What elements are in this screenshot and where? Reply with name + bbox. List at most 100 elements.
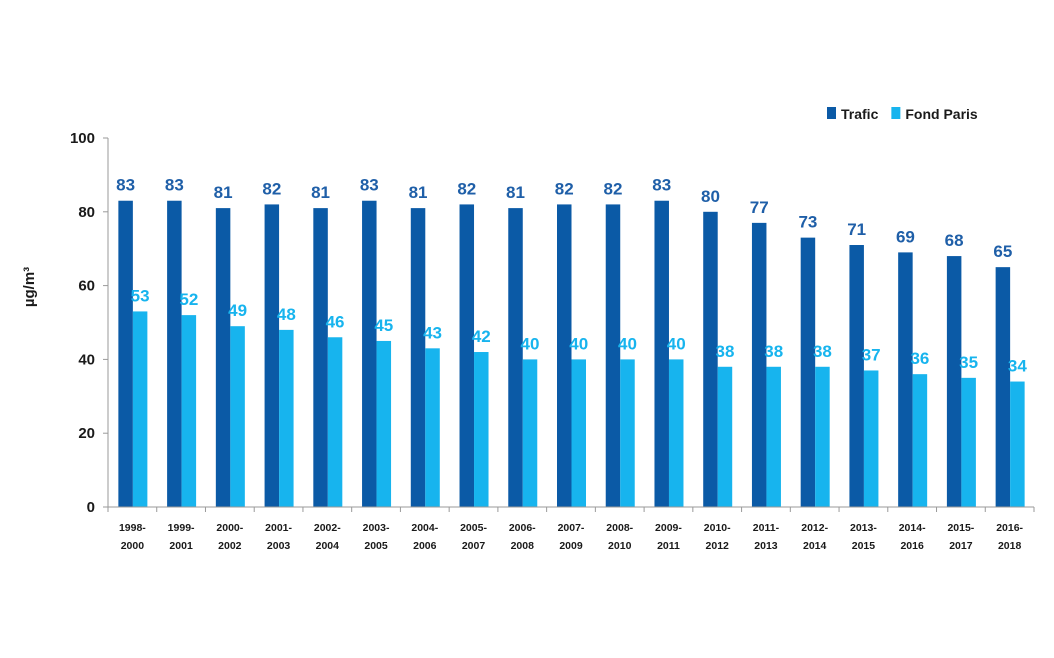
data-label-trafic: 81 bbox=[311, 183, 330, 202]
x-axis: 1998- 2000 1999- 2001 2000- 2002 2001- 2003 2002… bbox=[107, 507, 1035, 552]
data-label-fond-paris: 38 bbox=[813, 342, 832, 361]
x-tick-label-start: 2003- bbox=[363, 522, 390, 534]
x-tick-label-start: 2007- bbox=[558, 522, 585, 534]
bar-trafic bbox=[459, 204, 475, 508]
x-tick-label-end: 2008 bbox=[511, 540, 535, 552]
bar-trafic bbox=[800, 237, 816, 507]
legend-label: Trafic bbox=[841, 106, 879, 122]
x-tick-label-end: 2011 bbox=[657, 540, 680, 552]
bar-trafic bbox=[215, 208, 231, 508]
bar-trafic bbox=[410, 208, 426, 508]
x-tick-label-start: 2008- bbox=[606, 522, 633, 534]
x-tick-label-start: 2015- bbox=[947, 522, 974, 534]
x-tick-label-end: 2010 bbox=[608, 540, 632, 552]
data-label-fond-paris: 42 bbox=[472, 327, 491, 346]
bar-trafic bbox=[898, 252, 913, 507]
y-tick-label: 100 bbox=[70, 130, 95, 147]
data-label-fond-paris: 40 bbox=[569, 334, 588, 353]
data-label-fond-paris: 38 bbox=[715, 342, 734, 361]
data-label-trafic: 83 bbox=[116, 176, 135, 195]
data-label-trafic: 69 bbox=[896, 227, 915, 246]
data-label-trafic: 73 bbox=[798, 213, 817, 232]
x-tick-label-end: 2012 bbox=[706, 540, 730, 552]
bar-fond-paris bbox=[571, 359, 586, 507]
data-label-fond-paris: 48 bbox=[277, 305, 296, 324]
bar-fond-paris bbox=[717, 366, 733, 507]
bar-fond-paris bbox=[1010, 381, 1025, 507]
data-label-trafic: 81 bbox=[506, 183, 525, 202]
bar-trafic bbox=[118, 200, 133, 508]
bar-fond-paris bbox=[181, 315, 197, 507]
x-tick-label-end: 2004 bbox=[316, 540, 340, 552]
data-label-trafic: 82 bbox=[604, 179, 623, 198]
x-tick-label-end: 2016 bbox=[900, 540, 924, 552]
data-label-fond-paris: 34 bbox=[1008, 357, 1027, 376]
data-label-fond-paris: 40 bbox=[667, 334, 686, 353]
bar-fond-paris bbox=[620, 359, 635, 507]
bar-trafic bbox=[508, 208, 523, 508]
x-tick-label-start: 2005- bbox=[460, 522, 487, 534]
y-tick-label: 80 bbox=[78, 204, 95, 221]
x-tick-label-end: 2015 bbox=[852, 540, 876, 552]
bar-fond-paris bbox=[912, 374, 928, 507]
x-tick-label-end: 2017 bbox=[949, 540, 973, 552]
data-label-trafic: 81 bbox=[409, 183, 428, 202]
bar-fond-paris bbox=[522, 359, 538, 507]
y-axis: 0 20 40 60 80 100 bbox=[70, 130, 108, 516]
data-label-fond-paris: 52 bbox=[179, 290, 198, 309]
y-axis-label: µg/m³ bbox=[21, 267, 38, 307]
bar-trafic bbox=[167, 200, 182, 508]
bar-trafic bbox=[849, 245, 864, 507]
data-label-trafic: 68 bbox=[945, 231, 964, 250]
bars bbox=[118, 200, 1025, 508]
x-tick-label-end: 2006 bbox=[413, 540, 437, 552]
x-tick-label-start: 2013- bbox=[850, 522, 877, 534]
data-labels: 83 53 83 52 81 49 82 48 81 46 83 45 81 43 82 42 81 40 82 40… bbox=[116, 176, 1027, 376]
y-tick-label: 20 bbox=[78, 425, 95, 442]
x-tick-label-end: 2009 bbox=[559, 540, 583, 552]
x-tick-label-start: 2010- bbox=[704, 522, 731, 534]
data-label-fond-paris: 40 bbox=[521, 334, 540, 353]
x-tick-label-start: 2000- bbox=[216, 522, 243, 534]
bar-trafic bbox=[995, 267, 1011, 507]
data-label-trafic: 77 bbox=[750, 198, 769, 217]
data-label-fond-paris: 43 bbox=[423, 323, 442, 342]
legend: Trafic Fond Paris bbox=[827, 106, 978, 122]
data-label-trafic: 80 bbox=[701, 187, 720, 206]
legend-swatch-fond-paris bbox=[891, 107, 901, 119]
y-tick-label: 0 bbox=[87, 499, 95, 516]
data-label-fond-paris: 53 bbox=[131, 286, 150, 305]
x-tick-label-end: 2007 bbox=[462, 540, 486, 552]
x-tick-label-start: 2011- bbox=[753, 522, 780, 534]
x-tick-label-start: 1999- bbox=[168, 522, 195, 534]
data-label-trafic: 81 bbox=[214, 183, 233, 202]
data-label-fond-paris: 36 bbox=[910, 349, 929, 368]
data-label-trafic: 65 bbox=[993, 242, 1012, 261]
x-tick-label-end: 2000 bbox=[121, 540, 145, 552]
bar-trafic bbox=[313, 208, 328, 508]
bar-fond-paris bbox=[376, 340, 392, 507]
x-tick-label-start: 2001- bbox=[265, 522, 292, 534]
bar-fond-paris bbox=[863, 370, 879, 507]
bar-trafic bbox=[946, 256, 962, 507]
bar-fond-paris bbox=[961, 377, 976, 507]
bar-fond-paris bbox=[279, 329, 294, 507]
data-label-fond-paris: 49 bbox=[228, 301, 247, 320]
bar-fond-paris bbox=[815, 366, 830, 507]
data-label-fond-paris: 46 bbox=[326, 312, 345, 331]
bar-trafic bbox=[654, 200, 669, 508]
data-label-fond-paris: 45 bbox=[374, 316, 393, 335]
bar-trafic bbox=[557, 204, 572, 508]
bar-trafic bbox=[751, 222, 767, 507]
data-label-trafic: 82 bbox=[555, 179, 574, 198]
x-tick-label-end: 2002 bbox=[218, 540, 242, 552]
x-tick-label-start: 2009- bbox=[655, 522, 682, 534]
x-tick-label-start: 2002- bbox=[314, 522, 341, 534]
x-tick-label-end: 2014 bbox=[803, 540, 827, 552]
bar-fond-paris bbox=[327, 337, 343, 507]
bar-fond-paris bbox=[230, 326, 245, 507]
x-tick-label-end: 2003 bbox=[267, 540, 291, 552]
data-label-fond-paris: 38 bbox=[764, 342, 783, 361]
data-label-trafic: 83 bbox=[360, 176, 379, 195]
y-tick-label: 60 bbox=[78, 278, 95, 295]
